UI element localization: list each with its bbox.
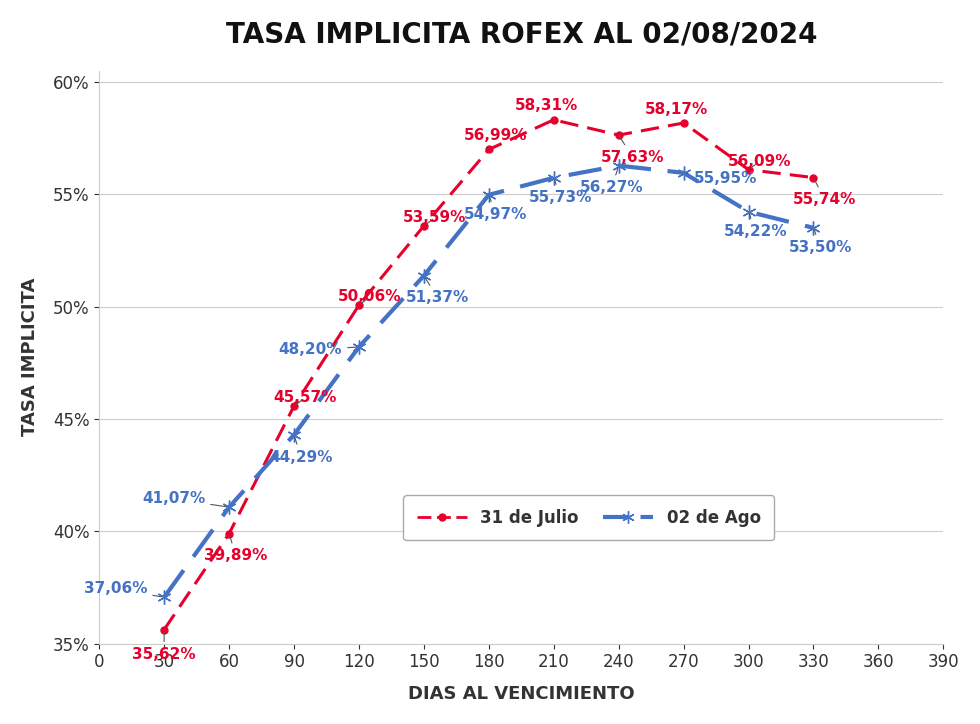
- Text: 37,06%: 37,06%: [83, 581, 162, 597]
- 02 de Ago: [612, 161, 624, 170]
- X-axis label: DIAS AL VENCIMIENTO: DIAS AL VENCIMIENTO: [408, 685, 635, 703]
- 02 de Ago: [808, 224, 819, 232]
- Text: 48,20%: 48,20%: [278, 342, 356, 357]
- 31 de Julio: [223, 529, 235, 538]
- Text: 56,09%: 56,09%: [728, 154, 792, 169]
- Text: 58,31%: 58,31%: [515, 98, 578, 119]
- Text: 56,99%: 56,99%: [464, 128, 527, 149]
- Text: 53,59%: 53,59%: [404, 210, 466, 225]
- 31 de Julio: [678, 119, 690, 127]
- 31 de Julio: [288, 402, 300, 411]
- Text: 54,97%: 54,97%: [465, 198, 527, 222]
- Text: 51,37%: 51,37%: [406, 278, 469, 306]
- 31 de Julio: [418, 222, 430, 230]
- 02 de Ago: [288, 431, 300, 439]
- 31 de Julio: [548, 115, 560, 124]
- 02 de Ago: [223, 503, 235, 512]
- 31 de Julio: [808, 173, 819, 182]
- Text: 55,74%: 55,74%: [793, 180, 857, 207]
- Text: 54,22%: 54,22%: [723, 214, 787, 239]
- 02 de Ago: [158, 593, 170, 602]
- Text: 56,27%: 56,27%: [580, 168, 644, 195]
- Legend: 31 de Julio, 02 de Ago: 31 de Julio, 02 de Ago: [404, 495, 774, 540]
- 31 de Julio: [743, 165, 755, 174]
- 02 de Ago: [743, 207, 755, 216]
- Text: 53,50%: 53,50%: [789, 230, 853, 255]
- 31 de Julio: [612, 131, 624, 140]
- 02 de Ago: [548, 174, 560, 182]
- Line: 02 de Ago: 02 de Ago: [157, 159, 820, 605]
- Line: 31 de Julio: 31 de Julio: [161, 117, 817, 633]
- Text: 55,95%: 55,95%: [686, 171, 757, 186]
- 31 de Julio: [483, 145, 495, 153]
- 02 de Ago: [483, 190, 495, 199]
- Title: TASA IMPLICITA ROFEX AL 02/08/2024: TASA IMPLICITA ROFEX AL 02/08/2024: [225, 21, 817, 49]
- 31 de Julio: [353, 301, 365, 310]
- Text: 58,17%: 58,17%: [645, 101, 709, 123]
- Text: 44,29%: 44,29%: [270, 437, 332, 465]
- 02 de Ago: [353, 342, 365, 351]
- Y-axis label: TASA IMPLICITA: TASA IMPLICITA: [21, 278, 39, 437]
- Text: 57,63%: 57,63%: [601, 138, 664, 165]
- 02 de Ago: [678, 169, 690, 177]
- 31 de Julio: [158, 626, 170, 634]
- Text: 41,07%: 41,07%: [142, 492, 226, 507]
- Text: 35,62%: 35,62%: [132, 632, 196, 662]
- Text: 50,06%: 50,06%: [338, 290, 402, 304]
- Text: 45,57%: 45,57%: [273, 390, 337, 405]
- Text: 55,73%: 55,73%: [529, 180, 592, 205]
- Text: 39,89%: 39,89%: [204, 536, 268, 563]
- 02 de Ago: [418, 272, 430, 280]
